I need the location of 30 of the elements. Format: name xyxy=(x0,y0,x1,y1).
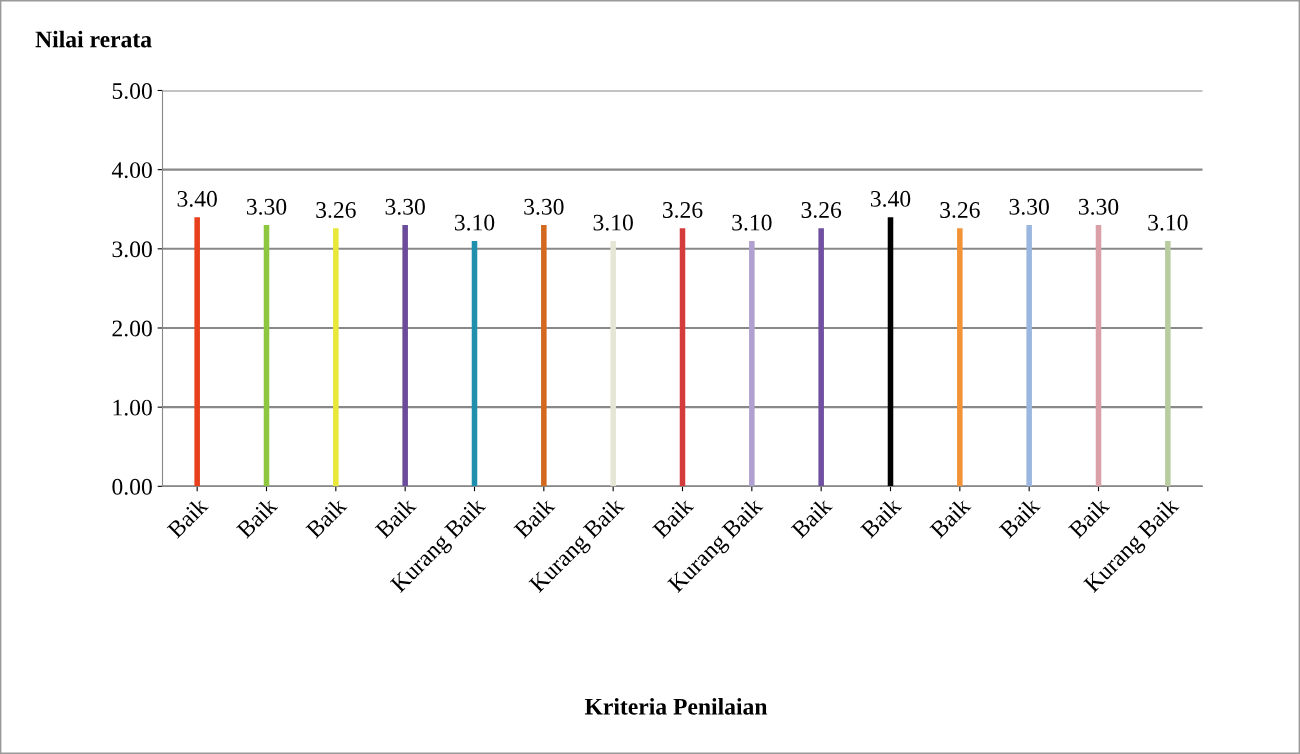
data-label: 3.26 xyxy=(316,202,356,218)
data-label: 3.26 xyxy=(801,202,842,218)
chart-title: Nilai rerata xyxy=(35,30,152,48)
x-tick-label: Baik xyxy=(790,496,833,539)
x-tick-label: Baik xyxy=(998,496,1041,539)
data-label: 3.30 xyxy=(524,198,564,215)
data-label: 3.30 xyxy=(1078,198,1119,215)
data-label: 3.40 xyxy=(870,190,911,207)
y-tick-label: 5.00 xyxy=(112,82,152,100)
x-tick-label: Baik xyxy=(235,496,279,539)
y-tick-label: 4.00 xyxy=(111,162,152,179)
data-label: 3.10 xyxy=(1148,214,1188,231)
y-tick-label: 2.00 xyxy=(112,320,152,337)
y-tick-label: 1.00 xyxy=(113,399,152,416)
data-label: 3.10 xyxy=(593,214,633,231)
x-axis-title: Kriteria Penilaian xyxy=(584,698,768,715)
data-label: 3.30 xyxy=(385,198,425,215)
x-tick-label: Baik xyxy=(166,496,209,539)
x-tick-label: Baik xyxy=(859,496,903,539)
x-tick-label: Baik xyxy=(304,496,348,539)
data-label: 3.30 xyxy=(1009,198,1049,215)
x-tick-label: Baik xyxy=(928,496,972,539)
data-label: 3.10 xyxy=(454,214,495,231)
data-label: 3.30 xyxy=(246,198,287,215)
y-tick-label: 0.00 xyxy=(112,478,152,495)
data-label: 3.26 xyxy=(662,202,703,218)
data-label: 3.40 xyxy=(177,190,217,207)
data-label: 3.26 xyxy=(940,202,980,218)
data-label: 3.10 xyxy=(732,214,772,231)
y-tick-label: 3.00 xyxy=(112,241,152,258)
